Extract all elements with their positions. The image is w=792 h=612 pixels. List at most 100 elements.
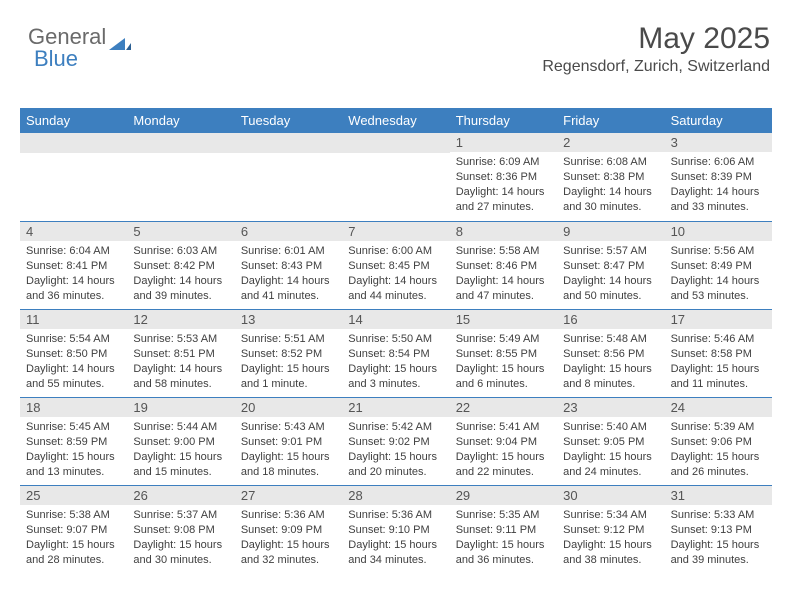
day-number: 22 xyxy=(450,398,557,417)
sunset-line: Sunset: 8:55 PM xyxy=(456,347,551,362)
day-cell: 21Sunrise: 5:42 AMSunset: 9:02 PMDayligh… xyxy=(342,397,449,485)
day-number: 17 xyxy=(665,310,772,329)
day-data: Sunrise: 5:53 AMSunset: 8:51 PMDaylight:… xyxy=(127,329,234,395)
daylight-line: Daylight: 15 hours and 26 minutes. xyxy=(671,450,766,480)
sunset-line: Sunset: 8:36 PM xyxy=(456,170,551,185)
sunset-line: Sunset: 9:00 PM xyxy=(133,435,228,450)
sunrise-line: Sunrise: 5:57 AM xyxy=(563,244,658,259)
weekday-header: Wednesday xyxy=(342,108,449,133)
sunrise-line: Sunrise: 5:38 AM xyxy=(26,508,121,523)
header-right: May 2025 Regensdorf, Zurich, Switzerland xyxy=(542,22,770,76)
day-cell: 10Sunrise: 5:56 AMSunset: 8:49 PMDayligh… xyxy=(665,221,772,309)
daylight-line: Daylight: 15 hours and 32 minutes. xyxy=(241,538,336,568)
logo-sail-icon xyxy=(109,30,131,44)
daylight-line: Daylight: 14 hours and 41 minutes. xyxy=(241,274,336,304)
sunset-line: Sunset: 9:08 PM xyxy=(133,523,228,538)
day-number xyxy=(20,133,127,153)
day-cell: 9Sunrise: 5:57 AMSunset: 8:47 PMDaylight… xyxy=(557,221,664,309)
day-number: 8 xyxy=(450,222,557,241)
sunset-line: Sunset: 9:09 PM xyxy=(241,523,336,538)
day-number: 15 xyxy=(450,310,557,329)
day-cell: 16Sunrise: 5:48 AMSunset: 8:56 PMDayligh… xyxy=(557,309,664,397)
sunrise-line: Sunrise: 6:06 AM xyxy=(671,155,766,170)
day-cell: 28Sunrise: 5:36 AMSunset: 9:10 PMDayligh… xyxy=(342,485,449,573)
daylight-line: Daylight: 15 hours and 36 minutes. xyxy=(456,538,551,568)
day-number: 30 xyxy=(557,486,664,505)
day-cell: 8Sunrise: 5:58 AMSunset: 8:46 PMDaylight… xyxy=(450,221,557,309)
sunset-line: Sunset: 9:02 PM xyxy=(348,435,443,450)
day-data: Sunrise: 5:56 AMSunset: 8:49 PMDaylight:… xyxy=(665,241,772,307)
sunset-line: Sunset: 9:05 PM xyxy=(563,435,658,450)
sunset-line: Sunset: 8:42 PM xyxy=(133,259,228,274)
day-data: Sunrise: 6:01 AMSunset: 8:43 PMDaylight:… xyxy=(235,241,342,307)
daylight-line: Daylight: 14 hours and 36 minutes. xyxy=(26,274,121,304)
sunset-line: Sunset: 9:07 PM xyxy=(26,523,121,538)
day-data: Sunrise: 6:06 AMSunset: 8:39 PMDaylight:… xyxy=(665,152,772,218)
daylight-line: Daylight: 14 hours and 30 minutes. xyxy=(563,185,658,215)
sunset-line: Sunset: 9:13 PM xyxy=(671,523,766,538)
day-data: Sunrise: 6:09 AMSunset: 8:36 PMDaylight:… xyxy=(450,152,557,218)
daylight-line: Daylight: 15 hours and 30 minutes. xyxy=(133,538,228,568)
weekday-header: Thursday xyxy=(450,108,557,133)
day-cell: 14Sunrise: 5:50 AMSunset: 8:54 PMDayligh… xyxy=(342,309,449,397)
sunrise-line: Sunrise: 6:04 AM xyxy=(26,244,121,259)
sunrise-line: Sunrise: 5:50 AM xyxy=(348,332,443,347)
day-data: Sunrise: 5:38 AMSunset: 9:07 PMDaylight:… xyxy=(20,505,127,571)
weekday-header: Friday xyxy=(557,108,664,133)
day-number: 14 xyxy=(342,310,449,329)
day-data: Sunrise: 5:57 AMSunset: 8:47 PMDaylight:… xyxy=(557,241,664,307)
day-number: 27 xyxy=(235,486,342,505)
day-number: 7 xyxy=(342,222,449,241)
sunset-line: Sunset: 9:04 PM xyxy=(456,435,551,450)
day-data: Sunrise: 5:39 AMSunset: 9:06 PMDaylight:… xyxy=(665,417,772,483)
day-cell: 31Sunrise: 5:33 AMSunset: 9:13 PMDayligh… xyxy=(665,485,772,573)
day-cell xyxy=(127,133,234,221)
daylight-line: Daylight: 15 hours and 39 minutes. xyxy=(671,538,766,568)
day-number: 18 xyxy=(20,398,127,417)
day-number: 28 xyxy=(342,486,449,505)
sunset-line: Sunset: 8:39 PM xyxy=(671,170,766,185)
day-data: Sunrise: 5:36 AMSunset: 9:09 PMDaylight:… xyxy=(235,505,342,571)
week-row: 11Sunrise: 5:54 AMSunset: 8:50 PMDayligh… xyxy=(20,309,772,397)
sunrise-line: Sunrise: 5:34 AM xyxy=(563,508,658,523)
sunset-line: Sunset: 9:10 PM xyxy=(348,523,443,538)
day-cell: 11Sunrise: 5:54 AMSunset: 8:50 PMDayligh… xyxy=(20,309,127,397)
day-cell: 13Sunrise: 5:51 AMSunset: 8:52 PMDayligh… xyxy=(235,309,342,397)
sunrise-line: Sunrise: 5:58 AM xyxy=(456,244,551,259)
day-number: 20 xyxy=(235,398,342,417)
day-data: Sunrise: 5:34 AMSunset: 9:12 PMDaylight:… xyxy=(557,505,664,571)
sunset-line: Sunset: 8:58 PM xyxy=(671,347,766,362)
day-number: 9 xyxy=(557,222,664,241)
sunrise-line: Sunrise: 5:42 AM xyxy=(348,420,443,435)
day-cell: 4Sunrise: 6:04 AMSunset: 8:41 PMDaylight… xyxy=(20,221,127,309)
day-data: Sunrise: 6:08 AMSunset: 8:38 PMDaylight:… xyxy=(557,152,664,218)
day-data: Sunrise: 5:46 AMSunset: 8:58 PMDaylight:… xyxy=(665,329,772,395)
logo-text-2: Blue xyxy=(34,46,78,71)
day-cell: 1Sunrise: 6:09 AMSunset: 8:36 PMDaylight… xyxy=(450,133,557,221)
day-data: Sunrise: 5:41 AMSunset: 9:04 PMDaylight:… xyxy=(450,417,557,483)
day-data: Sunrise: 5:42 AMSunset: 9:02 PMDaylight:… xyxy=(342,417,449,483)
daylight-line: Daylight: 15 hours and 1 minute. xyxy=(241,362,336,392)
daylight-line: Daylight: 15 hours and 20 minutes. xyxy=(348,450,443,480)
week-row: 1Sunrise: 6:09 AMSunset: 8:36 PMDaylight… xyxy=(20,133,772,221)
daylight-line: Daylight: 15 hours and 8 minutes. xyxy=(563,362,658,392)
day-number: 24 xyxy=(665,398,772,417)
sunrise-line: Sunrise: 5:37 AM xyxy=(133,508,228,523)
day-cell: 25Sunrise: 5:38 AMSunset: 9:07 PMDayligh… xyxy=(20,485,127,573)
day-data: Sunrise: 5:36 AMSunset: 9:10 PMDaylight:… xyxy=(342,505,449,571)
daylight-line: Daylight: 15 hours and 13 minutes. xyxy=(26,450,121,480)
sunset-line: Sunset: 8:56 PM xyxy=(563,347,658,362)
day-number: 13 xyxy=(235,310,342,329)
day-number: 10 xyxy=(665,222,772,241)
day-data: Sunrise: 5:40 AMSunset: 9:05 PMDaylight:… xyxy=(557,417,664,483)
day-cell xyxy=(235,133,342,221)
day-cell: 27Sunrise: 5:36 AMSunset: 9:09 PMDayligh… xyxy=(235,485,342,573)
day-data: Sunrise: 5:35 AMSunset: 9:11 PMDaylight:… xyxy=(450,505,557,571)
daylight-line: Daylight: 15 hours and 18 minutes. xyxy=(241,450,336,480)
sunset-line: Sunset: 9:06 PM xyxy=(671,435,766,450)
sunset-line: Sunset: 8:41 PM xyxy=(26,259,121,274)
sunrise-line: Sunrise: 5:51 AM xyxy=(241,332,336,347)
sunset-line: Sunset: 8:45 PM xyxy=(348,259,443,274)
day-cell: 23Sunrise: 5:40 AMSunset: 9:05 PMDayligh… xyxy=(557,397,664,485)
page-subtitle: Regensdorf, Zurich, Switzerland xyxy=(542,58,770,76)
